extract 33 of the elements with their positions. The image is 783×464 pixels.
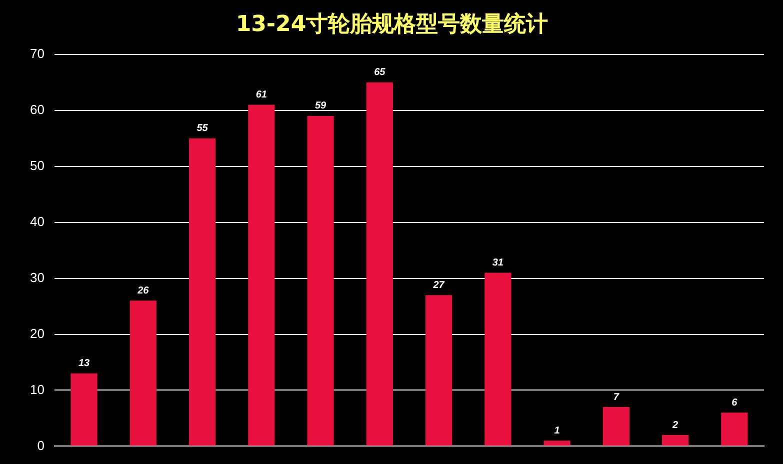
- y-tick-label: 50: [30, 158, 44, 173]
- y-tick-label: 0: [37, 438, 44, 453]
- bar: [366, 82, 393, 446]
- y-tick-label: 10: [30, 382, 44, 397]
- data-label: 59: [314, 100, 327, 112]
- y-tick-label: 40: [30, 214, 44, 229]
- y-tick-label: 20: [30, 326, 44, 341]
- data-label: 61: [256, 90, 268, 101]
- bar: [188, 138, 216, 446]
- bar: [662, 435, 689, 446]
- y-tick-label: 30: [30, 270, 44, 285]
- data-label: 1: [554, 425, 560, 436]
- bar: [544, 440, 570, 446]
- data-label: 13: [78, 358, 90, 370]
- data-label: 65: [374, 67, 386, 78]
- data-label: 7: [613, 392, 620, 403]
- data-label: 6: [732, 397, 738, 408]
- y-tick-label: 70: [30, 46, 44, 61]
- bar: [721, 412, 748, 446]
- bar: [484, 272, 512, 446]
- data-label: 55: [196, 123, 208, 134]
- y-tick-label: 60: [30, 102, 44, 117]
- data-label: 31: [492, 257, 504, 268]
- bar: [248, 104, 275, 446]
- data-label: 2: [672, 420, 679, 431]
- data-label: 27: [432, 280, 445, 291]
- bar: [130, 300, 156, 446]
- bar: [602, 407, 630, 446]
- bar: [425, 295, 452, 446]
- chart-title: 13-24寸轮胎规格型号数量统计: [236, 10, 548, 37]
- bar: [307, 116, 334, 446]
- bar: [70, 373, 98, 446]
- data-label: 26: [136, 285, 150, 296]
